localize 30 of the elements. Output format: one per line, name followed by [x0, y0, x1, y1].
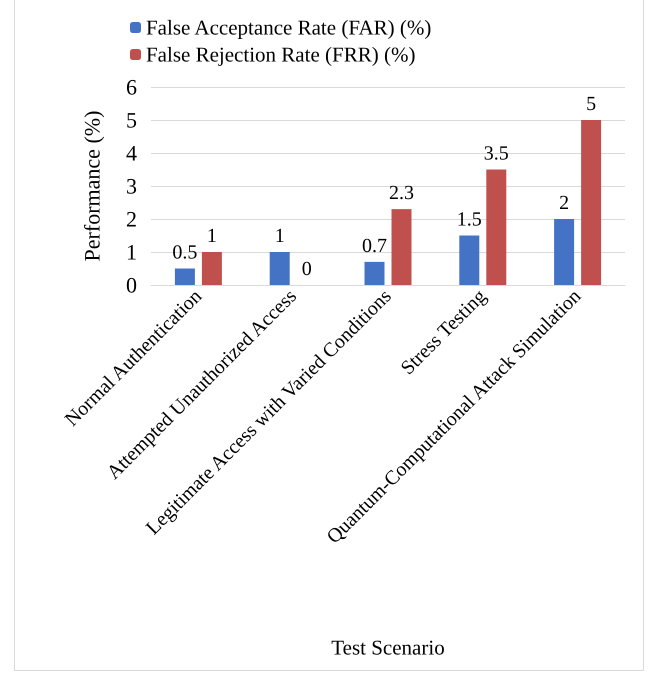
y-tick-label: 4 — [126, 140, 137, 166]
data-label: 0.7 — [362, 234, 387, 257]
data-label: 2.3 — [389, 182, 414, 204]
data-label: 2 — [559, 192, 570, 214]
bar — [392, 209, 412, 285]
legend-label: False Rejection Rate (FRR) (%) — [146, 42, 416, 66]
bar — [581, 120, 602, 285]
data-label: 0 — [302, 258, 312, 280]
bar — [270, 252, 290, 285]
legend-label: False Acceptance Rate (FAR) (%) — [146, 16, 432, 40]
bar — [174, 268, 195, 285]
y-tick-label: 2 — [126, 206, 137, 232]
bar — [554, 219, 574, 285]
data-label: 1 — [274, 225, 285, 247]
data-label: 1 — [206, 225, 217, 247]
data-label: 0.5 — [172, 242, 198, 264]
bar — [459, 236, 480, 285]
x-axis-title: Test Scenario — [331, 636, 445, 660]
data-label: 3.5 — [484, 142, 509, 164]
y-tick-label: 0 — [126, 272, 137, 298]
y-tick-label: 1 — [126, 240, 137, 264]
data-label: 5 — [586, 93, 596, 115]
bar — [202, 252, 222, 285]
bar — [364, 262, 384, 285]
data-label: 1.5 — [456, 208, 482, 230]
y-axis-title: Performance (%) — [80, 110, 104, 262]
y-tick-label: 5 — [126, 108, 137, 132]
bar — [486, 170, 506, 285]
y-tick-label: 6 — [126, 74, 137, 100]
y-tick-label: 3 — [126, 174, 137, 198]
